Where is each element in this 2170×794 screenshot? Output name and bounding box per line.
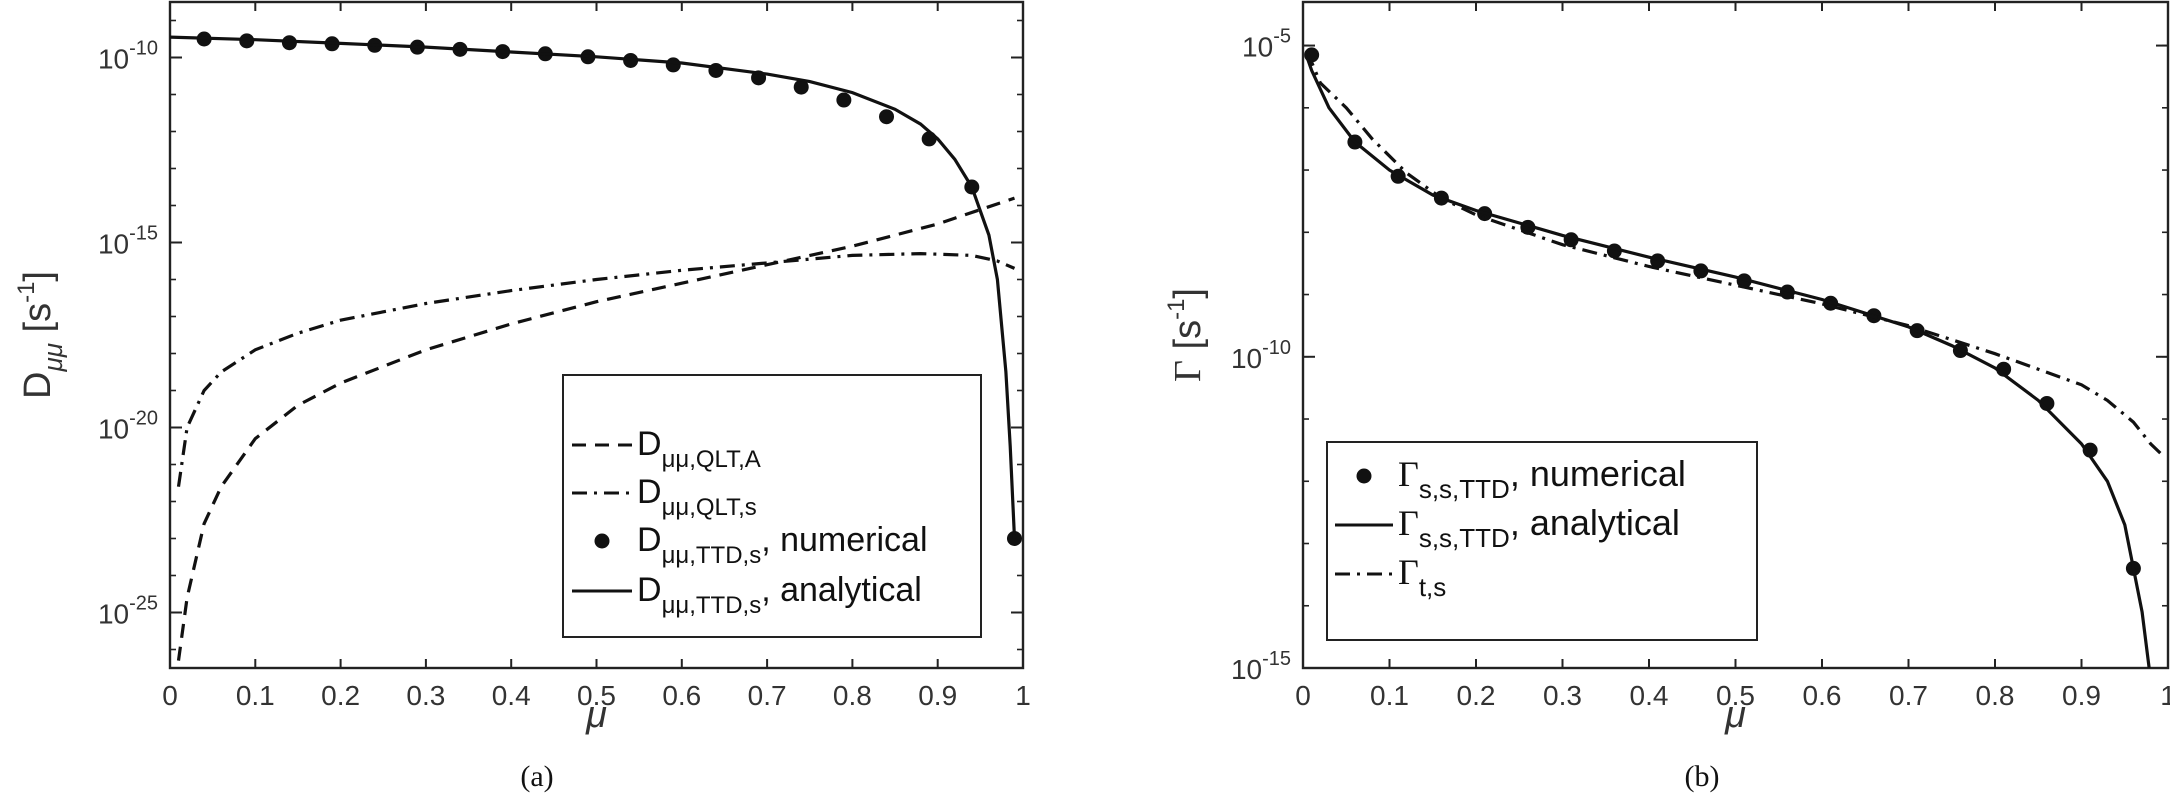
panel-label: (b): [1685, 760, 1720, 793]
x-tick-label: 0: [162, 680, 178, 711]
panel-label: (a): [520, 760, 553, 793]
x-tick-label: 0.2: [321, 680, 360, 711]
x-axis-label: μ: [585, 694, 607, 736]
legend-entry: Dμμ,QLT,s: [637, 473, 757, 521]
chart-panel-a: 0 0.1 0.2 0.3 0.4 0.5 0.6 0.7 0.8 0.9 1 10-10 10-15 1…: [13, 0, 1031, 793]
series-solid: [1305, 57, 2151, 668]
x-tick-label: 0.1: [236, 680, 275, 711]
series-line: [176, 251, 1016, 487]
series-line: [170, 35, 1017, 539]
x-tick-label: 0.1: [1370, 680, 1409, 711]
x-tick-label: 1: [2160, 680, 2170, 711]
x-tick-label: 0.5: [1716, 680, 1755, 711]
y-tick-label: 10-5: [1242, 26, 1291, 63]
data-point: [793, 79, 809, 95]
series-solid: [170, 35, 1017, 539]
y-tick-label: 10-15: [1231, 648, 1291, 685]
y-tick-label: 10-10: [98, 38, 158, 75]
y-tick-label: 10-10: [1231, 337, 1291, 374]
chart-panel-b: 0 0.1 0.2 0.3 0.4 0.5 0.6 0.7 0.8 0.9 1 10-5 10-10 10…: [1163, 0, 2170, 793]
legend-marker: [1356, 468, 1372, 484]
x-tick-label: 0.8: [833, 680, 872, 711]
x-tick-label: 0.2: [1457, 680, 1496, 711]
y-tick-label: 10-20: [98, 408, 158, 445]
legend-marker: [594, 533, 610, 549]
x-tick-label: 0.4: [1630, 680, 1669, 711]
data-point: [2082, 442, 2098, 458]
y-tick-label: 10-15: [98, 223, 158, 260]
legend-entry: Dμμ,TTD,s, analytical: [637, 571, 922, 619]
y-axis-label: Dμμ [s-1]: [13, 271, 68, 399]
legend-entry: Dμμ,QLT,A: [637, 425, 761, 473]
x-tick-label: 0.8: [1976, 680, 2015, 711]
legend-entry: Γt,s: [1398, 552, 1446, 602]
x-tick-label: 0.7: [748, 680, 787, 711]
series-dash-dot: [176, 251, 1016, 487]
data-point: [921, 131, 937, 147]
x-tick-label: 0.9: [918, 680, 957, 711]
x-tick-label: 0.3: [1543, 680, 1582, 711]
x-tick-label: 0.5: [577, 680, 616, 711]
legend-entry: Γs,s,TTD, analytical: [1398, 502, 1680, 553]
legend-box: [562, 374, 982, 638]
x-axis-label: μ: [1724, 694, 1746, 736]
x-tick-label: 0.7: [1889, 680, 1928, 711]
x-tick-label: 0.6: [1803, 680, 1842, 711]
data-point: [879, 109, 895, 125]
data-point: [836, 92, 852, 108]
x-tick-label: 0.6: [662, 680, 701, 711]
x-tick-label: 0.4: [492, 680, 531, 711]
x-tick-label: 0: [1295, 680, 1311, 711]
legend-entry: Γs,s,TTD, numerical: [1398, 453, 1686, 504]
x-tick-label: 0.3: [406, 680, 445, 711]
x-tick-label: 0.9: [2062, 680, 2101, 711]
data-point: [665, 57, 681, 73]
series-line: [1305, 51, 2165, 458]
y-tick-label: 10-25: [98, 593, 158, 630]
legend-entry: Dμμ,TTD,s, numerical: [637, 521, 928, 569]
series-line: [1305, 57, 2151, 668]
series-dash-dot: [1305, 51, 2165, 458]
x-tick-label: 1: [1015, 680, 1031, 711]
legend-box: [1326, 441, 1758, 641]
y-axis-label: Γ [s-1]: [1163, 288, 1209, 382]
